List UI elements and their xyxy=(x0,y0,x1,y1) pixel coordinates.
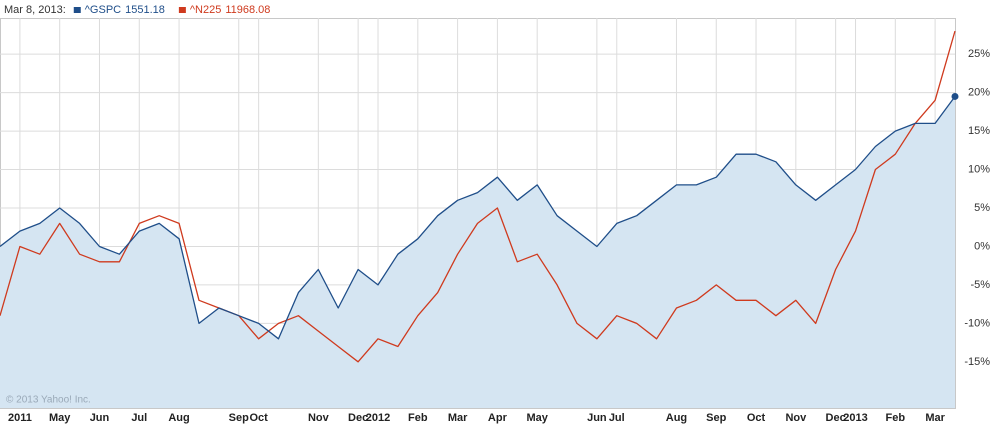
x-tick-label: Apr xyxy=(488,412,508,424)
x-tick-label: Nov xyxy=(308,412,330,424)
y-tick-label: 15% xyxy=(968,125,990,137)
legend-name: ^GSPC xyxy=(85,4,121,16)
x-tick-label: 2013 xyxy=(843,412,867,424)
legend-swatch xyxy=(73,7,81,13)
x-tick-label: May xyxy=(526,412,548,424)
x-tick-label: 2011 xyxy=(8,412,32,424)
legend-last: 1551.18 xyxy=(125,4,165,16)
series-line xyxy=(0,96,956,340)
x-tick-label: Sep xyxy=(706,412,726,424)
x-tick-label: Jun xyxy=(90,412,110,424)
y-tick-label: 10% xyxy=(968,163,990,175)
watermark: © 2013 Yahoo! Inc. xyxy=(6,395,91,406)
x-tick-label: Mar xyxy=(925,412,945,424)
legend-name: ^N225 xyxy=(190,4,221,16)
x-tick-label: Jul xyxy=(609,412,625,424)
x-tick-label: Feb xyxy=(408,412,428,424)
x-tick-label: Jul xyxy=(131,412,147,424)
y-tick-label: 0% xyxy=(974,240,990,252)
axes: -15%-10%-5%0%5%10%15%20%25%2011 May Jun Jul… xyxy=(8,48,990,424)
x-tick-label: Nov xyxy=(785,412,807,424)
x-tick-label: Oct xyxy=(747,412,766,424)
legend-swatch xyxy=(178,7,186,13)
plot xyxy=(0,30,959,408)
x-tick-label: Sep xyxy=(229,412,249,424)
y-tick-label: 5% xyxy=(974,202,990,214)
plot-frame xyxy=(0,18,956,409)
x-tick-label: Aug xyxy=(666,412,687,424)
x-tick-label: Dec xyxy=(348,412,368,424)
y-tick-label: -5% xyxy=(970,279,990,291)
last-point xyxy=(951,92,959,100)
area-fill xyxy=(0,96,955,408)
x-tick-label: Dec xyxy=(826,412,846,424)
x-tick-label: Mar xyxy=(448,412,468,424)
y-tick-label: 25% xyxy=(968,48,990,60)
x-tick-label: Oct xyxy=(249,412,268,424)
x-tick-label: May xyxy=(49,412,71,424)
header: Mar 8, 2013: ^GSPC 1551.18 ^N225 11968.08 xyxy=(4,4,270,16)
x-tick-label: 2012 xyxy=(366,412,390,424)
date-label: Mar 8, 2013: xyxy=(4,4,66,16)
x-tick-label: Feb xyxy=(886,412,906,424)
y-tick-label: -15% xyxy=(964,356,990,368)
series-line xyxy=(0,30,956,363)
x-tick-label: Aug xyxy=(168,412,189,424)
legend-last: 11968.08 xyxy=(225,4,270,16)
y-tick-label: 20% xyxy=(968,87,990,99)
x-tick-label: Jun xyxy=(587,412,607,424)
y-tick-label: -10% xyxy=(964,317,990,329)
